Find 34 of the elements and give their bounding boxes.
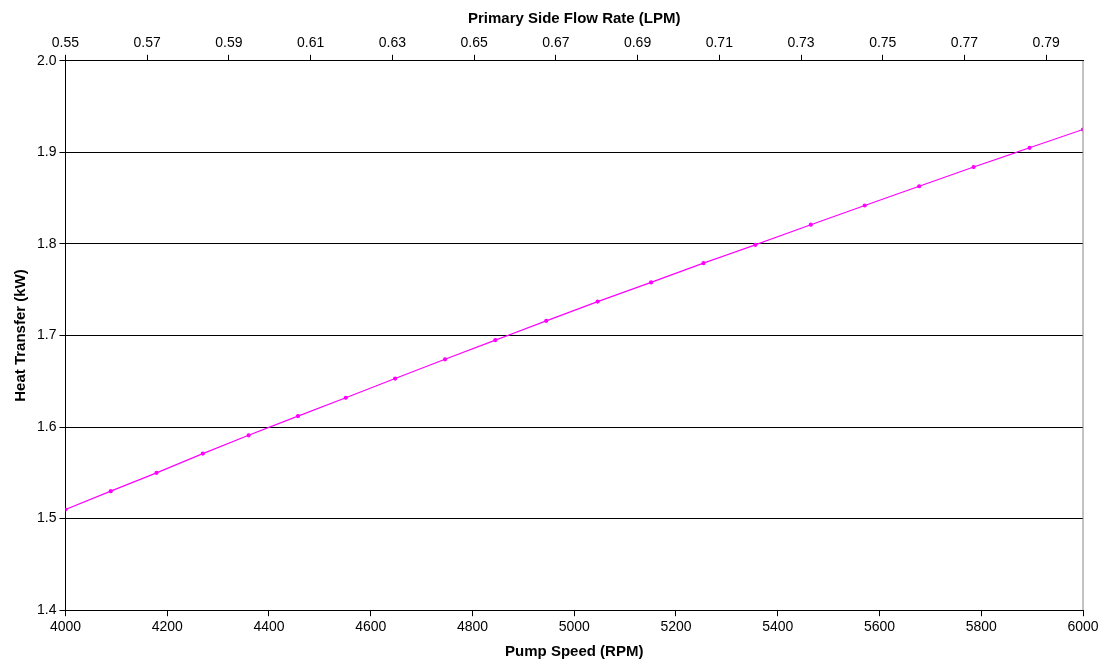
x-axis-title: Pump Speed (RPM) [505,642,644,660]
x-tick-label: 5600 [863,618,896,635]
y-tick-label: 1.9 [36,143,57,160]
x2-tick-label: 0.75 [869,34,897,51]
x2-tick-label: 0.57 [133,34,162,51]
y-tick-label: 1.8 [36,234,57,251]
x2-tick-label: 0.67 [542,34,570,51]
x-tick-label: 5800 [965,618,998,635]
x2-tick-label: 0.69 [623,34,652,51]
x2-tick-label: 0.55 [51,34,80,51]
x-tick-label: 4800 [456,618,489,635]
x-tick-label: 4400 [253,618,285,635]
x2-tick-label: 0.73 [787,34,815,51]
x2-tick-label: 0.61 [297,34,325,51]
y-tick-label: 1.7 [36,326,57,343]
x-tick-label: 5000 [558,618,591,635]
y-tick-label: 1.5 [36,509,57,526]
y-tick-label: 1.6 [36,417,57,434]
x2-tick-label: 0.63 [378,34,407,51]
x2-axis-title: Primary Side Flow Rate (LPM) [467,9,681,27]
y-tick-label: 1.4 [36,601,57,618]
x-tick-label: 6000 [1067,618,1099,635]
x-tick-label: 4200 [151,618,183,635]
x-tick-label: 5200 [660,618,692,635]
x-tick-label: 4600 [355,618,387,635]
x2-tick-label: 0.59 [215,34,243,51]
x2-tick-label: 0.65 [460,34,488,51]
x2-tick-label: 0.79 [1032,34,1061,51]
x-tick-label: 5400 [762,618,794,635]
x2-tick-label: 0.71 [705,34,734,51]
y-axis-title: Heat Transfer (kW) [11,269,29,402]
x-tick-label: 4000 [49,618,82,635]
x2-tick-label: 0.77 [950,34,979,51]
y-tick-label: 2.0 [36,51,57,68]
